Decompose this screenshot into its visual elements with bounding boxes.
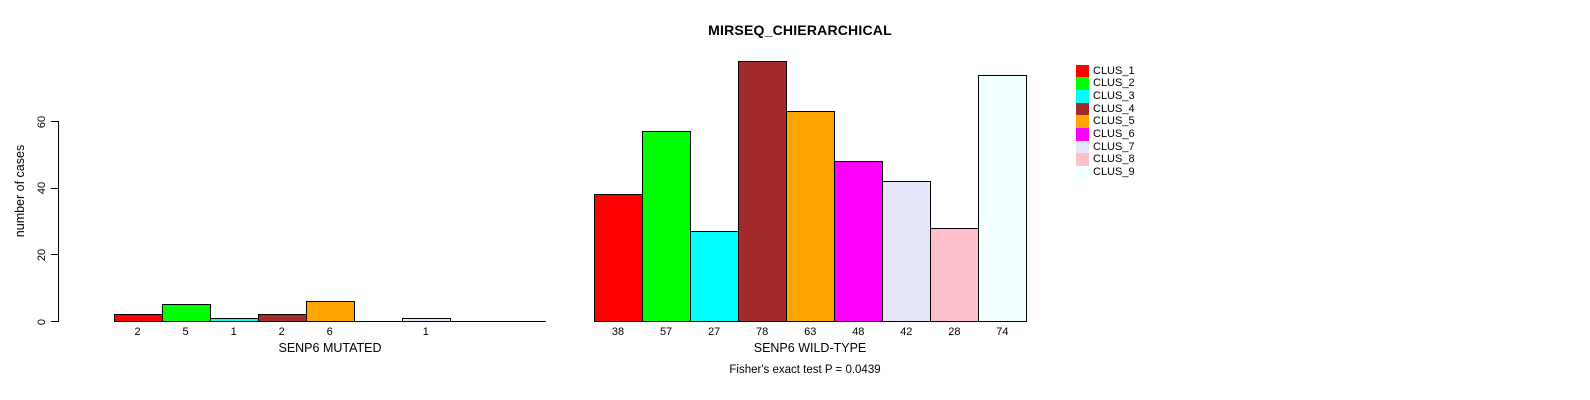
bar [305,301,355,322]
bar-value-label: 1 [422,326,429,338]
legend-label: CLUS_3 [1093,89,1135,102]
legend-swatch [1076,140,1089,154]
bar-value-label: 74 [996,326,1009,338]
bar-value-label: 6 [326,326,333,338]
legend-swatch [1076,89,1089,103]
fisher-test-annotation: Fisher's exact test P = 0.0439 [729,364,881,376]
legend-label: CLUS_1 [1093,64,1135,77]
bar-value-label: 1 [230,326,237,338]
bar [642,131,692,322]
x-axis-label-mutated: SENP6 MUTATED [278,341,382,355]
y-tick [51,254,58,256]
legend-label: CLUS_6 [1093,128,1135,140]
bar [690,231,740,322]
bar-value-label: 48 [852,326,865,338]
bar-value-label: 27 [708,326,721,338]
bar [161,304,211,322]
bar [738,61,788,322]
bar-value-label: 78 [756,326,769,338]
legend-swatch [1076,153,1089,167]
bar-value-label: 5 [182,326,189,338]
x-axis-label-wildtype: SENP6 WILD-TYPE [753,341,867,355]
legend-label: CLUS_8 [1093,153,1135,166]
chart-title: MIRSEQ_CHIERARCHICAL [708,22,892,38]
bar [594,194,644,322]
bar [401,317,451,322]
legend-swatch [1076,102,1089,116]
legend-label: CLUS_7 [1093,140,1135,153]
legend-label: CLUS_9 [1093,166,1135,179]
y-tick [51,321,58,322]
bar-value-label: 57 [659,326,673,338]
legend-swatch [1076,64,1089,78]
y-tick [51,121,58,123]
legend-swatch [1076,128,1089,141]
bar [786,111,836,322]
bar-value-label: 2 [278,326,285,338]
legend-label: CLUS_5 [1093,115,1135,128]
legend-label: CLUS_4 [1093,102,1135,115]
bar-value-label: 63 [804,326,817,338]
bar-value-label: 38 [611,326,625,338]
y-tick [51,187,58,189]
legend-swatch [1076,115,1089,129]
legend-swatch [1076,166,1089,180]
legend-swatch [1076,77,1089,91]
y-axis-line [58,121,59,322]
bar-value-label: 2 [134,326,141,338]
legend-label: CLUS_2 [1093,77,1135,90]
bar-value-label: 28 [948,326,961,338]
bar [978,74,1028,322]
bar-value-label: 42 [900,326,913,338]
